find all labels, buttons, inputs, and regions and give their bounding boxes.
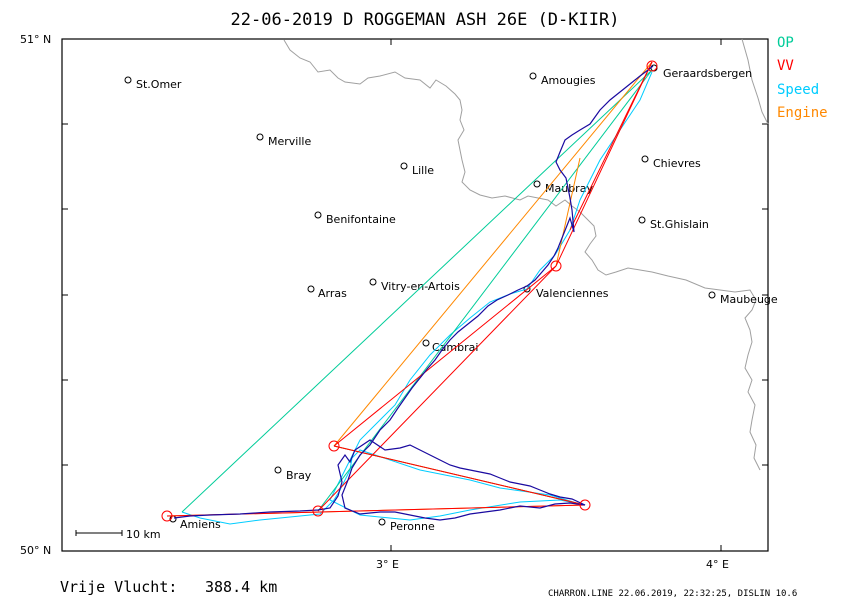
map-frame xyxy=(61,38,769,552)
town-label: St.Omer xyxy=(136,78,182,91)
lat-label-bottom: 50° N xyxy=(20,544,51,557)
lon-label-3: 3° E xyxy=(376,558,399,571)
distance-label: Vrije Vlucht: xyxy=(60,578,177,596)
axis-ticks xyxy=(62,39,768,551)
town-label: Benifontaine xyxy=(326,213,396,226)
town-marker xyxy=(638,216,646,224)
lon-label-4: 4° E xyxy=(706,558,729,571)
town-label: Maubray xyxy=(545,182,593,195)
turnpoint-marker xyxy=(161,510,173,522)
town-label: Amougies xyxy=(541,74,596,87)
town-label: Arras xyxy=(318,287,347,300)
turnpoint-marker xyxy=(550,260,562,272)
town-marker xyxy=(256,133,264,141)
legend-engine: Engine xyxy=(777,105,828,121)
town-label: Merville xyxy=(268,135,311,148)
town-label: Peronne xyxy=(390,520,435,533)
turnpoint-markers xyxy=(161,60,658,522)
town-marker xyxy=(314,211,322,219)
town-label: Vitry-en-Artois xyxy=(381,280,460,293)
scale-bar: 10 km xyxy=(75,528,161,541)
flight-track xyxy=(173,65,654,521)
town-label: Bray xyxy=(286,469,312,482)
town-markers: St.Omer Amougies Geraardsbergen Merville… xyxy=(124,64,778,533)
town-label: Lille xyxy=(412,164,434,177)
town-label: Geraardsbergen xyxy=(663,67,752,80)
town-marker xyxy=(307,285,315,293)
town-label: Chievres xyxy=(653,157,701,170)
legend-speed: Speed xyxy=(777,82,819,98)
town-marker xyxy=(400,162,408,170)
turnpoint-marker xyxy=(579,499,591,511)
lat-label-top: 51° N xyxy=(20,33,51,46)
town-marker xyxy=(124,76,132,84)
town-marker xyxy=(274,466,282,474)
town-marker xyxy=(708,291,716,299)
town-label: Valenciennes xyxy=(536,287,609,300)
scale-bar-label: 10 km xyxy=(126,528,161,541)
town-marker xyxy=(641,155,649,163)
town-marker xyxy=(533,180,541,188)
map-title: 22-06-2019 D ROGGEMAN ASH 26E (D-KIIR) xyxy=(231,10,620,30)
town-marker xyxy=(369,278,377,286)
town-label: Amiens xyxy=(180,518,221,531)
town-marker xyxy=(378,518,386,526)
distance-value: 388.4 km xyxy=(205,578,277,596)
legend-op: OP xyxy=(777,35,794,51)
town-marker xyxy=(422,339,430,347)
country-border xyxy=(283,38,769,471)
turnpoint-marker xyxy=(312,505,324,517)
town-label: Maubeuge xyxy=(720,293,778,306)
legend-vv: VV xyxy=(777,58,794,74)
turnpoint-marker xyxy=(328,440,340,452)
credit-text: CHARRON.LINE 22.06.2019, 22:32:25, DISLI… xyxy=(548,589,797,599)
turnpoint-marker xyxy=(646,60,658,72)
town-label: St.Ghislain xyxy=(650,218,709,231)
town-marker xyxy=(529,72,537,80)
